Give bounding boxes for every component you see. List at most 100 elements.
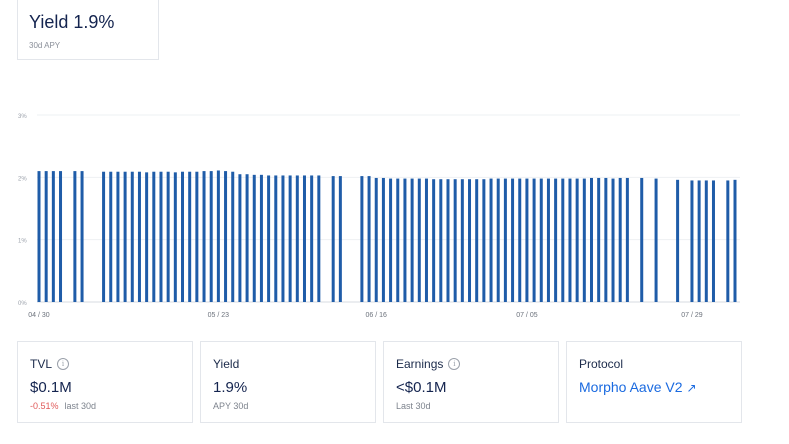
bar[interactable] — [102, 171, 106, 302]
bar[interactable] — [704, 180, 708, 302]
bar[interactable] — [374, 177, 378, 302]
bar[interactable] — [654, 178, 658, 302]
bar[interactable] — [503, 178, 507, 302]
bar[interactable] — [589, 177, 593, 302]
tvl-label: TVL — [30, 357, 53, 371]
bar[interactable] — [288, 175, 292, 302]
bar[interactable] — [582, 178, 586, 302]
bar[interactable] — [317, 175, 321, 302]
bar[interactable] — [604, 177, 608, 302]
bar[interactable] — [424, 178, 428, 302]
bar[interactable] — [690, 180, 694, 302]
bar[interactable] — [460, 179, 464, 302]
bar[interactable] — [245, 174, 249, 302]
tvl-period: last 30d — [64, 401, 97, 411]
bar[interactable] — [733, 179, 737, 302]
tvl-change: -0.51% — [30, 401, 59, 411]
bar[interactable] — [711, 180, 715, 302]
info-icon[interactable]: i — [448, 358, 461, 370]
bar[interactable] — [295, 175, 299, 302]
bar[interactable] — [310, 175, 314, 302]
protocol-label: Protocol — [579, 357, 624, 371]
bar[interactable] — [554, 178, 558, 302]
bar[interactable] — [532, 178, 536, 302]
bar[interactable] — [518, 178, 522, 302]
bar[interactable] — [640, 177, 644, 302]
bar[interactable] — [302, 175, 306, 302]
bar[interactable] — [274, 175, 278, 302]
bar[interactable] — [446, 179, 450, 302]
bar[interactable] — [159, 171, 163, 302]
bar[interactable] — [51, 171, 55, 302]
bar[interactable] — [496, 178, 500, 302]
bar[interactable] — [116, 171, 120, 302]
bar[interactable] — [195, 171, 199, 302]
bar[interactable] — [367, 176, 371, 302]
bar[interactable] — [546, 178, 550, 302]
bar[interactable] — [475, 179, 479, 302]
bar[interactable] — [561, 178, 565, 302]
yield-sub: APY 30d — [213, 401, 249, 411]
bar[interactable] — [539, 178, 543, 302]
bar[interactable] — [453, 179, 457, 302]
bar[interactable] — [181, 171, 185, 302]
bar[interactable] — [73, 171, 77, 302]
info-icon[interactable]: i — [57, 358, 70, 370]
bar[interactable] — [202, 171, 206, 302]
bar[interactable] — [432, 179, 436, 302]
bar[interactable] — [525, 178, 529, 302]
bar[interactable] — [188, 171, 192, 302]
bar[interactable] — [568, 178, 572, 302]
bar[interactable] — [410, 178, 414, 302]
bar[interactable] — [697, 180, 701, 302]
bar[interactable] — [618, 177, 622, 302]
bar[interactable] — [80, 171, 84, 302]
bar[interactable] — [252, 174, 256, 302]
bar[interactable] — [166, 171, 170, 302]
bar[interactable] — [137, 171, 141, 302]
bar[interactable] — [468, 179, 472, 302]
bar[interactable] — [152, 171, 156, 302]
bar[interactable] — [224, 171, 228, 302]
protocol-name: Morpho Aave V2 — [579, 379, 683, 395]
bar[interactable] — [238, 174, 242, 302]
bar[interactable] — [145, 172, 149, 302]
protocol-link[interactable]: Morpho Aave V2 ↗ — [579, 379, 697, 395]
bar[interactable] — [511, 178, 515, 302]
bar[interactable] — [381, 177, 385, 302]
bar[interactable] — [575, 178, 579, 302]
bar[interactable] — [676, 179, 680, 302]
y-tick-label: 1% — [18, 239, 27, 245]
bar[interactable] — [130, 171, 134, 302]
bar[interactable] — [489, 178, 493, 302]
yield-title: Yield 1.9% — [29, 12, 115, 32]
bar[interactable] — [44, 171, 48, 302]
bar[interactable] — [109, 171, 113, 302]
bar[interactable] — [439, 179, 443, 302]
bar[interactable] — [267, 175, 271, 302]
bar[interactable] — [726, 180, 730, 302]
bar[interactable] — [389, 178, 393, 302]
bar[interactable] — [173, 172, 177, 302]
bar[interactable] — [360, 176, 364, 302]
bar[interactable] — [611, 178, 615, 302]
bar[interactable] — [625, 177, 629, 302]
bar[interactable] — [482, 179, 486, 302]
bar[interactable] — [37, 171, 41, 302]
bar[interactable] — [338, 176, 342, 302]
bar[interactable] — [259, 174, 263, 302]
bar[interactable] — [281, 175, 285, 302]
tvl-value: $0.1M — [30, 379, 72, 396]
bar[interactable] — [331, 176, 335, 302]
bar[interactable] — [209, 171, 213, 302]
bar[interactable] — [216, 170, 220, 302]
bar[interactable] — [231, 171, 235, 302]
bar[interactable] — [59, 171, 63, 302]
protocol-card: Protocol Morpho Aave V2 ↗ — [566, 341, 742, 423]
bar[interactable] — [403, 178, 407, 302]
bar[interactable] — [597, 177, 601, 302]
bar[interactable] — [417, 178, 421, 302]
yield-bar-chart: 0% 1% 2% 3% 04 / 30 05 / 23 06 / 16 07 / 05 07 /… — [18, 114, 740, 319]
bar[interactable] — [123, 171, 127, 302]
bar[interactable] — [396, 178, 400, 302]
